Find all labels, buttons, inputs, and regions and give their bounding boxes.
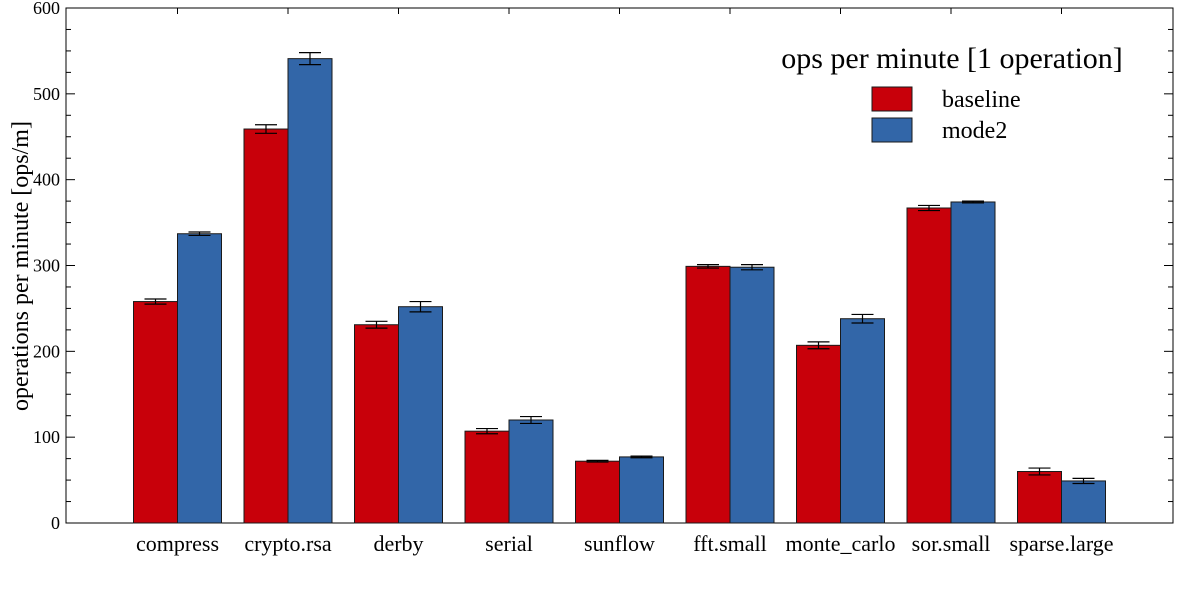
bar-mode2 [508, 419, 554, 524]
plot-frame [65, 7, 1174, 524]
legend: ops per minute [1 operation] baseline mod… [781, 42, 1123, 144]
x-tick-label: derby [373, 531, 423, 556]
x-tick-label: monte_carlo [786, 531, 896, 556]
y-tick-label: 0 [51, 513, 60, 533]
legend-label-baseline: baseline [942, 87, 1021, 113]
y-axis-title-group: operations per minute [ops/m] [8, 121, 34, 411]
bar-baseline [133, 301, 178, 524]
y-tick-label: 100 [33, 427, 60, 447]
y-tick-label: 400 [33, 170, 60, 190]
bar-mode2 [729, 266, 775, 524]
y-axis-title: operations per minute [ops/m] [8, 121, 34, 411]
bar-mode2 [177, 233, 222, 524]
bar-baseline [1017, 471, 1062, 524]
bar-mode2 [950, 201, 996, 524]
bar-mode2 [287, 58, 333, 524]
y-tick-label: 300 [33, 256, 60, 276]
y-tick-label: 200 [33, 341, 60, 361]
bar-mode2 [1061, 480, 1106, 524]
bar-baseline [354, 324, 399, 524]
bar-baseline [685, 265, 731, 524]
legend-title: ops per minute [1 operation] [781, 42, 1123, 75]
x-tick-label: sor.small [912, 531, 991, 556]
x-tick-label: compress [136, 531, 219, 556]
bar-baseline [796, 344, 841, 524]
x-tick-label: fft.small [693, 531, 767, 556]
legend-swatch-mode2 [871, 117, 913, 143]
x-tick-label: serial [485, 531, 533, 556]
plot-area: 0 100 200 300 400 500 600 compress crypto.rsa der… [33, 0, 1174, 556]
y-tick-label: 600 [33, 0, 60, 18]
y-tick-label: 500 [33, 84, 60, 104]
bar-baseline [906, 207, 952, 524]
bar-baseline [243, 128, 289, 524]
legend-label-mode2: mode2 [942, 118, 1007, 144]
bar-baseline [464, 430, 510, 524]
bar-baseline [575, 460, 620, 524]
x-tick-label: crypto.rsa [244, 531, 332, 556]
x-tick-label: sunflow [584, 531, 655, 556]
bar-mode2 [619, 456, 664, 524]
bar-mode2 [398, 306, 443, 524]
bar-mode2 [840, 318, 885, 524]
x-tick-label: sparse.large [1009, 531, 1113, 556]
legend-swatch-baseline [871, 86, 913, 112]
